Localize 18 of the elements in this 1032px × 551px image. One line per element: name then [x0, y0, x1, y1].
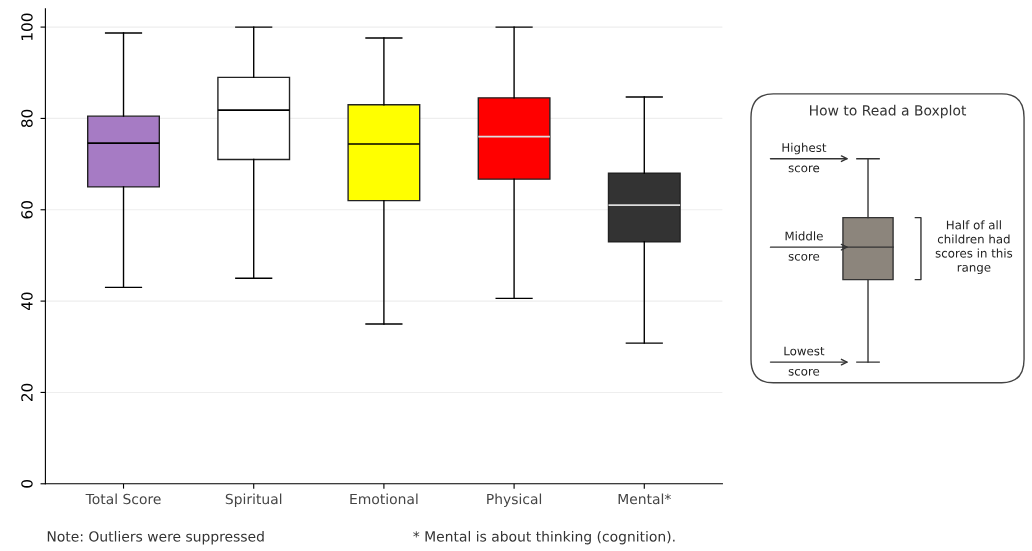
y-tick-label: 80	[21, 109, 33, 128]
text: Middle score	[785, 231, 823, 261]
x-tick-label: Total Score	[85, 493, 161, 505]
x-tick-label: Mental*	[618, 493, 671, 505]
x-tick-label: Emotional	[350, 493, 418, 505]
y-tick-label: 100	[21, 13, 33, 40]
y-tick-label: 20	[21, 383, 33, 402]
text: Lowest score	[784, 346, 825, 376]
y-tick-label: 40	[21, 292, 33, 311]
text: * Mental is about thinking (cognition).	[413, 530, 675, 545]
x-tick-label: Physical	[487, 493, 542, 507]
text: Note: Outliers were suppressed	[47, 530, 264, 545]
text: How to Read a Boxplot	[810, 104, 967, 119]
x-tick-label: Spiritual	[225, 493, 282, 507]
text: Highest score	[782, 142, 827, 173]
text: Half of all children had scores in this range	[935, 220, 1013, 275]
y-tick-label: 0	[21, 479, 33, 488]
y-tick-label: 60	[21, 201, 33, 219]
